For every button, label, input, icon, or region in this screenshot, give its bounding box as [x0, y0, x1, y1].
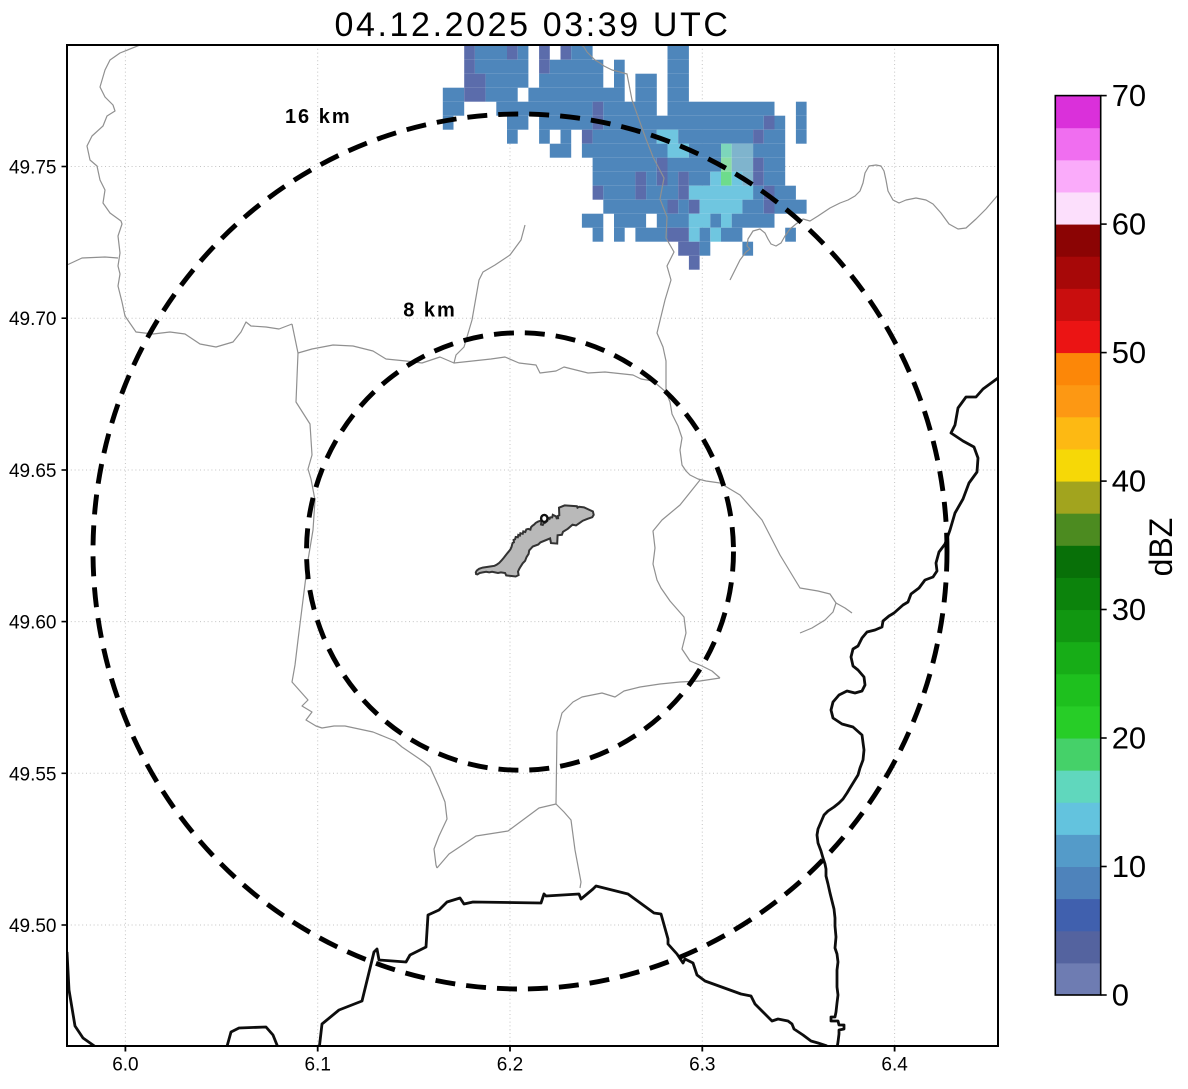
svg-text:6.3: 6.3	[689, 1054, 715, 1075]
svg-text:16 km: 16 km	[285, 106, 352, 128]
svg-text:6.1: 6.1	[304, 1054, 330, 1075]
svg-text:20: 20	[1112, 721, 1146, 756]
svg-text:6.0: 6.0	[112, 1054, 138, 1075]
svg-text:49.55: 49.55	[9, 764, 57, 785]
svg-text:49.60: 49.60	[9, 613, 57, 634]
svg-text:04.12.2025 03:39 UTC: 04.12.2025 03:39 UTC	[334, 6, 730, 44]
svg-text:40: 40	[1112, 464, 1146, 499]
svg-text:49.50: 49.50	[9, 916, 57, 937]
svg-text:30: 30	[1112, 592, 1146, 627]
svg-text:49.65: 49.65	[9, 461, 57, 482]
svg-text:10: 10	[1112, 849, 1146, 884]
svg-text:50: 50	[1112, 335, 1146, 370]
svg-text:6.2: 6.2	[497, 1054, 523, 1075]
svg-text:60: 60	[1112, 207, 1146, 242]
svg-text:49.70: 49.70	[9, 309, 57, 330]
svg-text:0: 0	[1112, 978, 1129, 1013]
svg-text:70: 70	[1112, 78, 1146, 113]
svg-text:8 km: 8 km	[403, 300, 457, 322]
svg-text:6.4: 6.4	[881, 1054, 908, 1075]
svg-text:49.75: 49.75	[9, 158, 57, 179]
svg-text:dBZ: dBZ	[1143, 518, 1179, 577]
